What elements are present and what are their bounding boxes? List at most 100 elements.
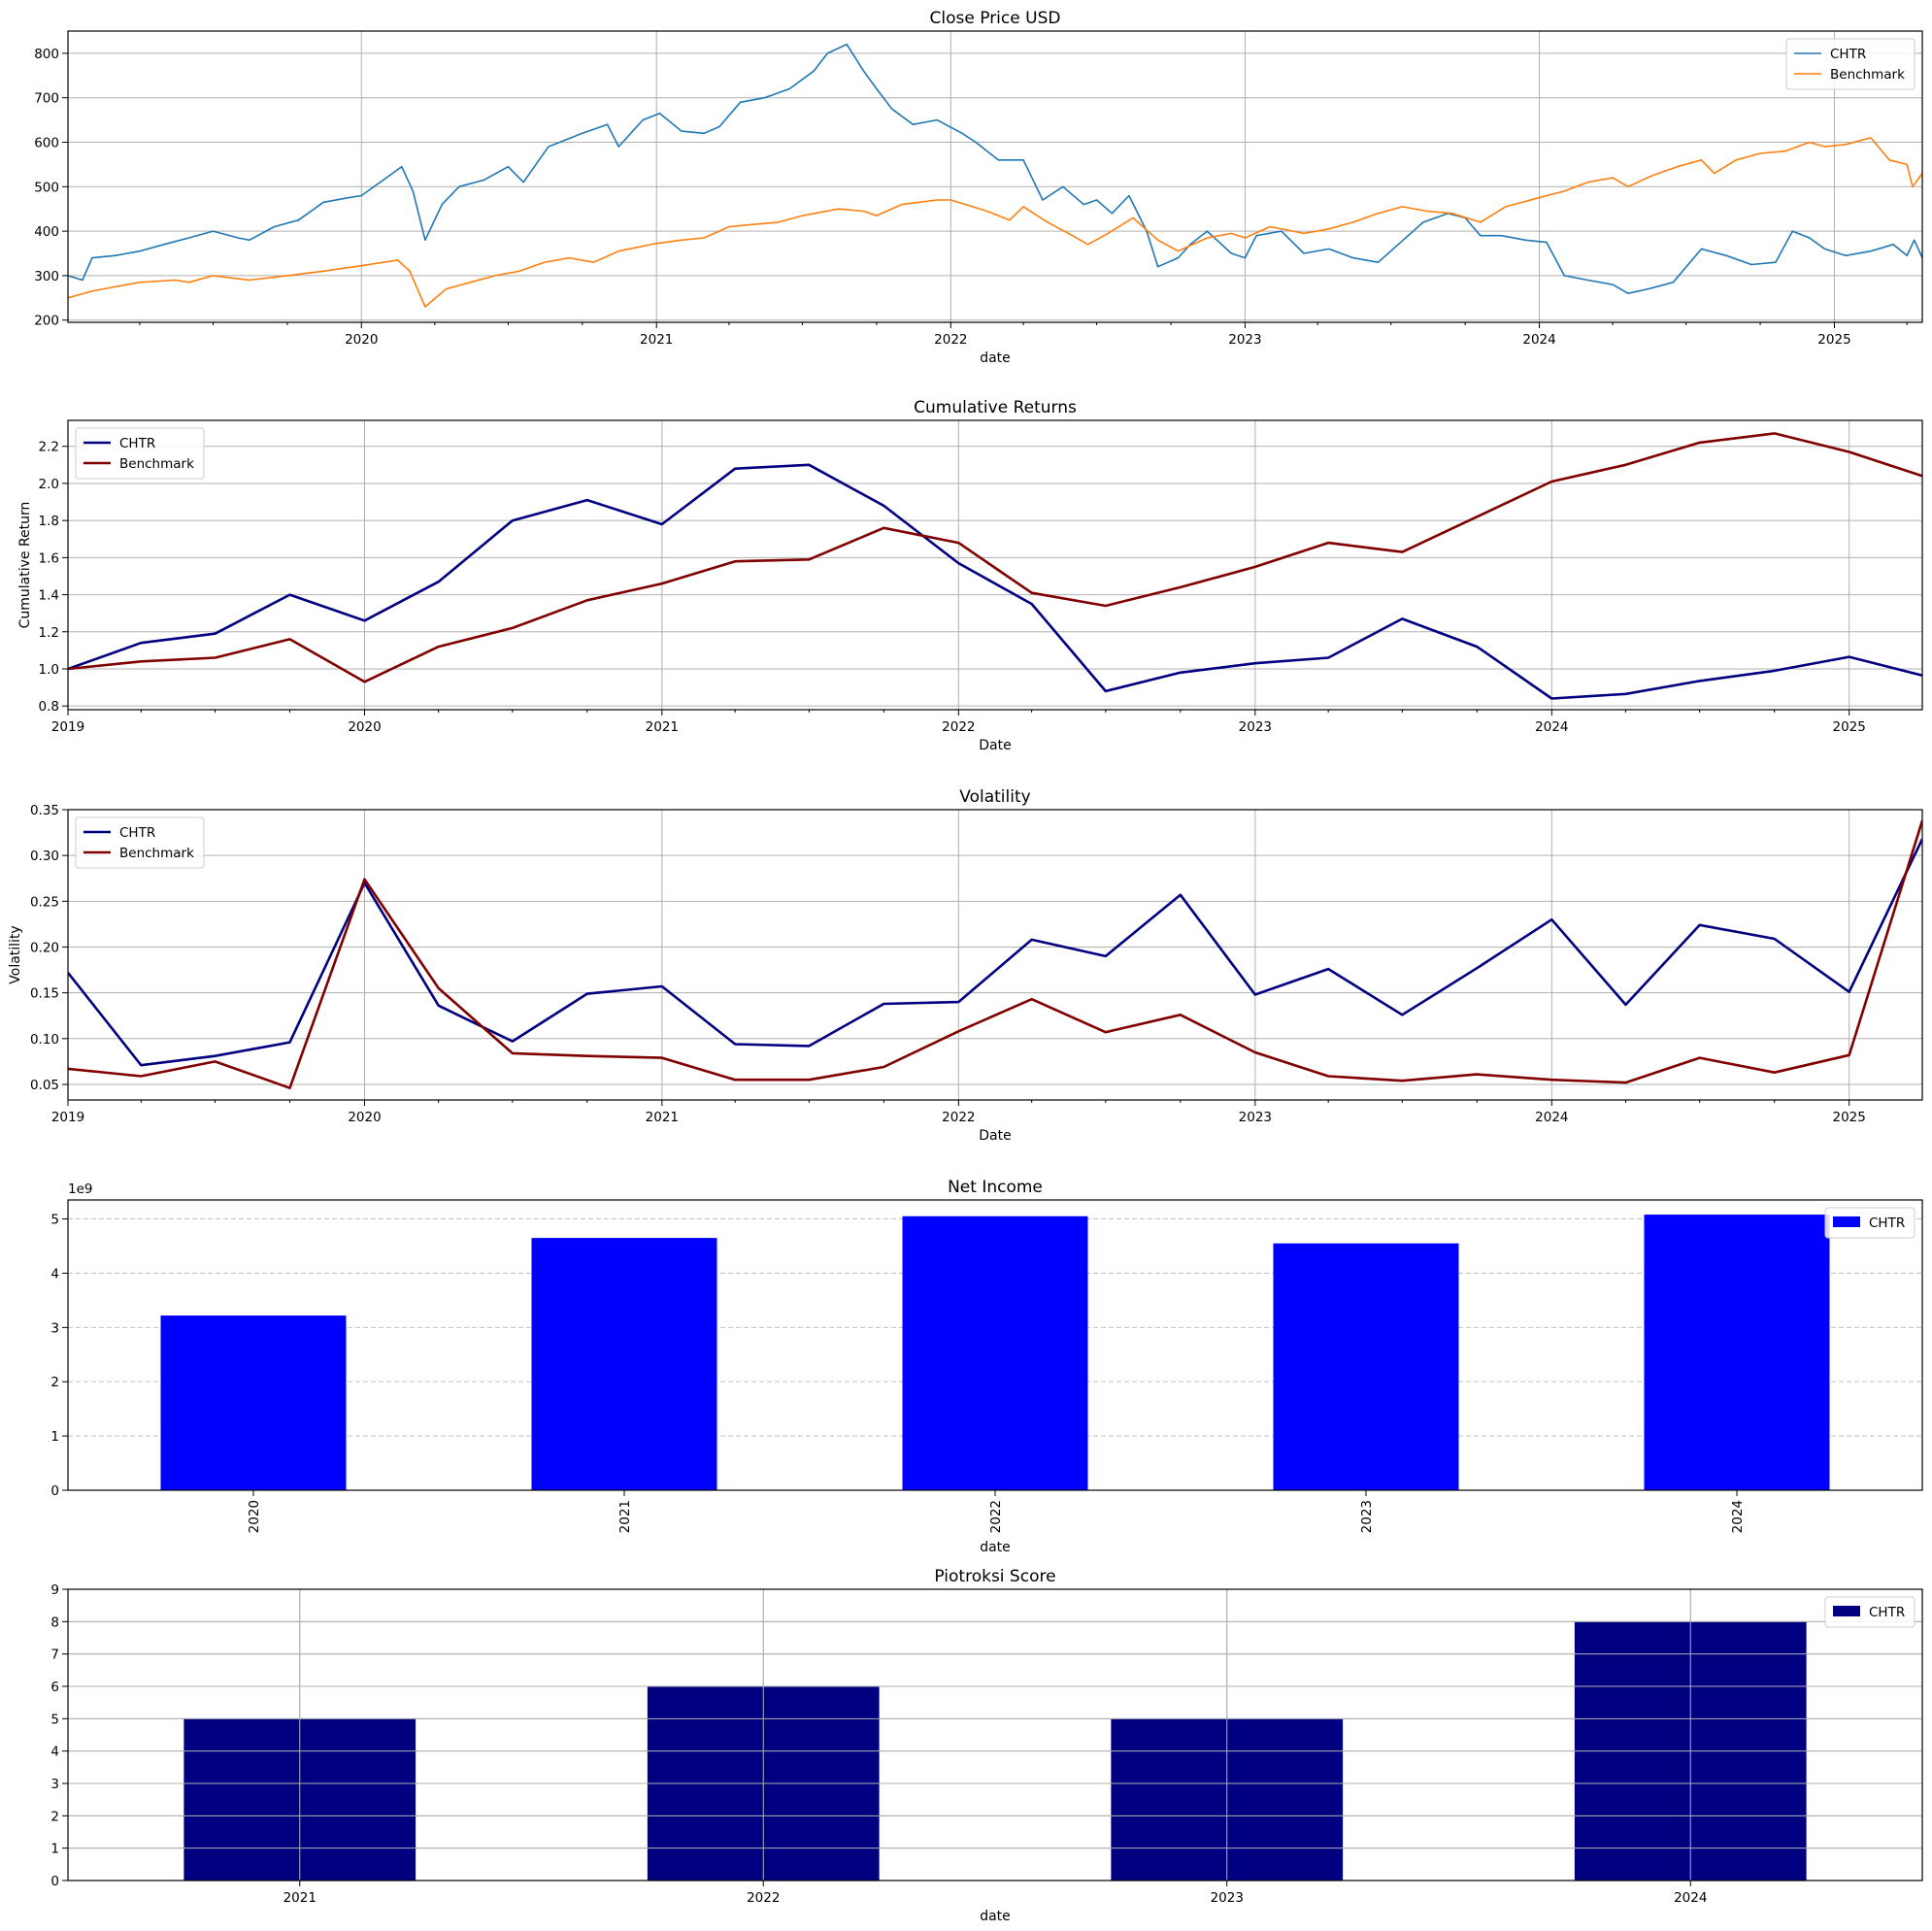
x-tick-label: 2024 (1730, 1500, 1746, 1533)
y-tick-label: 4 (50, 1266, 59, 1282)
series-line-benchmark (68, 432, 1922, 683)
y-axis-label: Volatility (8, 925, 23, 983)
legend-label: CHTR (119, 436, 155, 451)
legend-swatch (1833, 1216, 1860, 1227)
series-line-chtr (68, 838, 1922, 1067)
y-tick-label: 0.10 (30, 1032, 59, 1048)
chart-panel-3: 0.05 0.10 0.15 0.20 0.25 0.30 0.35 2019 2020 2021… (8, 787, 1923, 1144)
y-tick-label: 5 (50, 1712, 59, 1727)
y-tick-label: 2 (50, 1809, 59, 1824)
x-tick-label: 2022 (942, 719, 975, 735)
y-axis-label: Cumulative Return (17, 502, 33, 629)
y-tick-label: 1.8 (39, 514, 59, 529)
y-tick-label: 1 (50, 1842, 59, 1857)
y-tick-label: 300 (34, 269, 59, 284)
y-tick-label: 3 (50, 1777, 59, 1792)
y-tick-label: 0.05 (30, 1078, 59, 1093)
legend: CHTR Benchmark (1785, 38, 1915, 90)
bar-2021 (531, 1238, 717, 1490)
bar-2023 (1273, 1243, 1459, 1490)
axes-frame (67, 1588, 1923, 1881)
x-tick-label: 2019 (51, 719, 84, 735)
legend-label: CHTR (1869, 1605, 1905, 1620)
legend: CHTR (1824, 1207, 1915, 1239)
legend: CHTR Benchmark (75, 427, 205, 480)
bar-2022 (902, 1215, 1088, 1490)
legend-label: Benchmark (119, 846, 194, 861)
x-tick-label: 2022 (934, 332, 967, 348)
bar-2020 (160, 1315, 347, 1490)
legend-label: Benchmark (1830, 67, 1905, 83)
y-tick-label: 0 (50, 1483, 59, 1499)
y-tick-label: 600 (34, 136, 59, 151)
y-tick-label: 2 (50, 1375, 59, 1390)
y-tick-label: 9 (50, 1582, 59, 1598)
y-tick-label: 5 (50, 1213, 59, 1228)
x-tick-label: 2024 (1535, 719, 1568, 735)
series-line-chtr (68, 43, 1922, 294)
x-tick-label: 2023 (1239, 1110, 1272, 1125)
legend-label: CHTR (1869, 1215, 1905, 1231)
y-tick-label: 400 (34, 224, 59, 240)
y-tick-label: 0.25 (30, 894, 59, 910)
x-tick-label: 2020 (348, 719, 381, 735)
legend-label: Benchmark (119, 456, 194, 472)
x-tick-label: 2021 (617, 1500, 633, 1533)
legend-label: CHTR (1830, 47, 1866, 62)
y-tick-label: 0.8 (39, 699, 59, 715)
y-tick-label: 200 (34, 314, 59, 329)
x-tick-label: 2024 (1674, 1890, 1707, 1906)
chart-title: Close Price USD (930, 9, 1061, 28)
y-tick-label: 2.2 (39, 440, 59, 455)
y-tick-label: 1.4 (39, 588, 59, 604)
y-tick-label: 0.35 (30, 803, 59, 818)
y-tick-label: 0.30 (30, 849, 59, 864)
x-axis-label: date (980, 1909, 1011, 1924)
y-tick-label: 0.20 (30, 940, 59, 955)
chart-panel-4: 0 1 2 3 4 5 2020 2021 2022 2023 2024 Net Income date… (50, 1178, 1923, 1555)
x-tick-label: 2021 (646, 1110, 679, 1125)
series-line-chtr (68, 463, 1922, 700)
chart-panel-5: 0 1 2 3 4 5 6 7 8 9 2021 2022 2023 2024 Piotroksi Scor… (50, 1567, 1923, 1924)
y-tick-label: 0.15 (30, 986, 59, 1002)
y-tick-label: 500 (34, 180, 59, 195)
x-tick-label: 2024 (1522, 332, 1555, 348)
x-axis-label: Date (979, 1128, 1011, 1144)
x-tick-label: 2023 (1211, 1890, 1244, 1906)
axis-offset-label: 1e9 (68, 1182, 92, 1197)
chart-title: Volatility (959, 787, 1030, 807)
x-tick-label: 2019 (51, 1110, 84, 1125)
chart-title: Piotroksi Score (934, 1567, 1055, 1586)
x-tick-label: 2021 (646, 719, 679, 735)
x-tick-label: 2021 (640, 332, 673, 348)
y-tick-label: 6 (50, 1680, 59, 1695)
x-tick-label: 2022 (747, 1890, 780, 1906)
legend-swatch (1833, 1606, 1860, 1616)
x-tick-label: 2020 (345, 332, 378, 348)
x-tick-label: 2024 (1535, 1110, 1568, 1125)
legend: CHTR Benchmark (75, 816, 205, 869)
axes-frame (67, 809, 1923, 1101)
y-tick-label: 700 (34, 91, 59, 107)
y-tick-label: 1.0 (39, 662, 59, 678)
y-tick-label: 2.0 (39, 477, 59, 492)
axes-frame (67, 419, 1923, 711)
y-tick-label: 1.2 (39, 625, 59, 641)
x-tick-label: 2025 (1832, 1110, 1865, 1125)
x-axis-label: date (980, 350, 1011, 366)
bar-2024 (1644, 1215, 1830, 1490)
chart-panel-1: 200 300 400 500 600 700 800 2020 2021 2022 2023 202… (34, 9, 1923, 366)
series-line-benchmark (68, 819, 1922, 1089)
x-axis-label: date (980, 1540, 1011, 1555)
y-tick-label: 7 (50, 1648, 59, 1663)
axes-frame (67, 30, 1923, 323)
series-line-benchmark (68, 137, 1922, 308)
x-tick-label: 2023 (1228, 332, 1261, 348)
y-tick-label: 0 (50, 1874, 59, 1889)
x-tick-label: 2025 (1832, 719, 1865, 735)
y-tick-label: 800 (34, 47, 59, 62)
x-tick-label: 2022 (942, 1110, 975, 1125)
legend-label: CHTR (119, 825, 155, 841)
chart-title: Net Income (948, 1178, 1043, 1197)
